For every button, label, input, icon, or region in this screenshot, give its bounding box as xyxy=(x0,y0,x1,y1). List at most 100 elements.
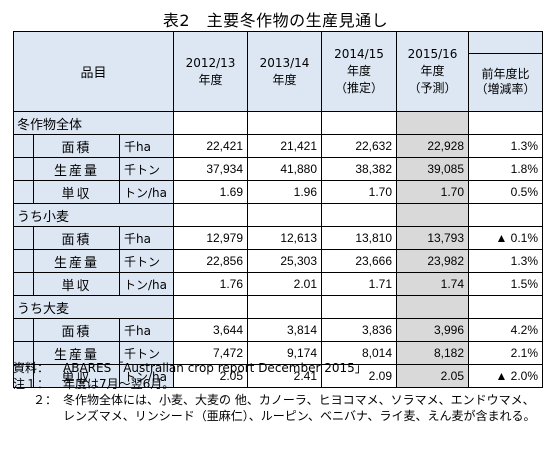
row-name: 生産量 xyxy=(33,157,120,181)
value-cell: 21,421 xyxy=(247,134,323,158)
row-name: 面積 xyxy=(33,226,120,250)
value-cell: 8,014 xyxy=(321,341,398,365)
row-indent xyxy=(13,157,34,181)
section-blank-cell xyxy=(247,203,323,227)
value-cell: 8,182 xyxy=(396,341,470,365)
value-cell: 22,856 xyxy=(173,249,249,273)
year-header-4: 2015/16 年度 （予測） xyxy=(396,31,470,112)
row-name: 単収 xyxy=(33,180,120,204)
table-row: 面積 千ha 12,979 12,613 13,810 13,793 ▲ 0.1% xyxy=(13,226,544,250)
row-indent xyxy=(13,318,34,342)
row-indent xyxy=(13,134,34,158)
row-unit: 千トン xyxy=(118,249,175,273)
header-row-2: 前年度比 （増減率） xyxy=(14,52,544,113)
change-header-line1: 前年度比 xyxy=(481,67,530,82)
source-note: 資料： ABARES「Australian crop report Decemb… xyxy=(13,360,543,376)
row-name: 面積 xyxy=(33,134,120,158)
value-cell: 1.74 xyxy=(396,272,470,296)
value-cell: 13,810 xyxy=(321,226,398,250)
row-unit: 千ha xyxy=(118,226,175,250)
value-cell: 25,303 xyxy=(247,249,323,273)
row-indent xyxy=(13,180,34,204)
section-blank-cell xyxy=(396,295,470,319)
year-header-3-line1: 2014/15 xyxy=(334,47,384,61)
row-unit: 千ha xyxy=(118,134,175,158)
value-cell: 3,644 xyxy=(173,318,249,342)
row-name: 面積 xyxy=(33,318,120,342)
value-cell: 39,085 xyxy=(396,157,470,181)
table-title: 表2 主要冬作物の生産見通し xyxy=(162,11,389,30)
year-header-4-line1: 2015/16 xyxy=(407,47,458,61)
table-row: 単収 トン/ha 2.05 2.41 2.09 2.05 ▲ 2.0% xyxy=(13,364,544,388)
source-text: ABARES「Australian crop report December 2… xyxy=(63,361,367,375)
section-label: うち小麦 xyxy=(12,203,175,227)
section-label: うち大麦 xyxy=(12,295,175,319)
note-1-key: 注１： xyxy=(13,377,50,391)
row-unit: トン/ha xyxy=(118,364,175,388)
value-cell: 12,613 xyxy=(247,226,323,250)
year-header-3: 2014/15 年度 （推定） xyxy=(321,31,398,112)
value-cell: 7,472 xyxy=(173,341,249,365)
year-header-2-line1: 2013/14 xyxy=(259,55,310,70)
change-cell: 4.2% xyxy=(468,318,544,342)
section-blank-cell xyxy=(396,203,470,227)
value-cell: 1.70 xyxy=(396,180,470,204)
year-header-1-line1: 2012/13 xyxy=(185,55,236,70)
section-blank-cell xyxy=(468,295,544,319)
value-cell: 3,836 xyxy=(321,318,398,342)
year-header-3-line2: 年度 xyxy=(347,64,372,78)
value-cell: 2.05 xyxy=(396,364,470,388)
value-cell: 23,982 xyxy=(396,249,470,273)
value-cell: 12,979 xyxy=(173,226,249,250)
row-indent xyxy=(13,364,34,388)
value-cell: 13,793 xyxy=(396,226,470,250)
row-unit: 千ha xyxy=(118,318,175,342)
year-header-4-line3: （予測） xyxy=(408,81,457,95)
section-label: 冬作物全体 xyxy=(12,111,175,135)
header-row: 品目 2012/13 年度 2013/14 年度 2014/15 年度 （推定）… xyxy=(12,31,544,112)
row-indent xyxy=(13,226,34,250)
section-blank-cell xyxy=(321,111,398,135)
change-header-line2: （増減率） xyxy=(475,82,536,97)
table-row: 面積 千ha 3,644 3,814 3,836 3,996 4.2% xyxy=(13,318,544,342)
section-blank-cell xyxy=(321,203,398,227)
value-cell: 9,174 xyxy=(247,341,323,365)
value-cell: 3,814 xyxy=(247,318,323,342)
value-cell: 1.96 xyxy=(247,180,323,204)
section-row: 冬作物全体 xyxy=(12,111,544,135)
change-cell: 0.5% xyxy=(468,180,544,204)
section-blank-cell xyxy=(247,111,323,135)
year-header-2: 2013/14 年度 xyxy=(247,31,323,112)
value-cell: 41,880 xyxy=(247,157,323,181)
table-row: 生産量 千トン 22,856 25,303 23,666 23,982 1.3% xyxy=(13,249,544,273)
value-cell: 37,934 xyxy=(173,157,249,181)
section-blank-cell xyxy=(468,203,544,227)
item-header: 品目 xyxy=(12,31,175,112)
value-cell: 22,632 xyxy=(321,134,398,158)
note-1: 注１： 年度は7月～翌6月。 xyxy=(13,376,543,392)
row-name: 単収 xyxy=(33,364,120,388)
value-cell: 2.05 xyxy=(173,364,249,388)
year-header-4-line2: 年度 xyxy=(420,64,445,78)
change-cell: 1.5% xyxy=(468,272,544,296)
value-cell: 3,996 xyxy=(396,318,470,342)
table-row: 面積 千ha 22,421 21,421 22,632 22,928 1.3% xyxy=(13,134,544,158)
row-name: 単収 xyxy=(33,272,120,296)
row-name: 生産量 xyxy=(33,249,120,273)
section-row: うち小麦 xyxy=(12,203,544,227)
crop-table: 品目 2012/13 年度 2013/14 年度 2014/15 年度 （推定）… xyxy=(12,31,544,388)
table-row: 単収 トン/ha 1.69 1.96 1.70 1.70 0.5% xyxy=(13,180,544,204)
change-header-top xyxy=(468,31,544,54)
change-cell: 1.8% xyxy=(468,157,544,181)
value-cell: 1.76 xyxy=(173,272,249,296)
note-2-text: 冬作物全体には、小麦、大麦の 他、カノーラ、ヒヨコマメ、ソラマメ、エンドウマメ、… xyxy=(63,393,536,423)
note-2-key: ２： xyxy=(32,393,57,407)
change-cell: 1.3% xyxy=(468,249,544,273)
note-2: ２： 冬作物全体には、小麦、大麦の 他、カノーラ、ヒヨコマメ、ソラマメ、エンドウ… xyxy=(13,392,543,424)
row-unit: トン/ha xyxy=(118,272,175,296)
section-blank-cell xyxy=(247,295,323,319)
value-cell: 22,928 xyxy=(396,134,470,158)
year-header-3-line3: （推定） xyxy=(335,81,384,95)
year-header-1-line2: 年度 xyxy=(198,72,223,87)
value-cell: 1.69 xyxy=(173,180,249,204)
